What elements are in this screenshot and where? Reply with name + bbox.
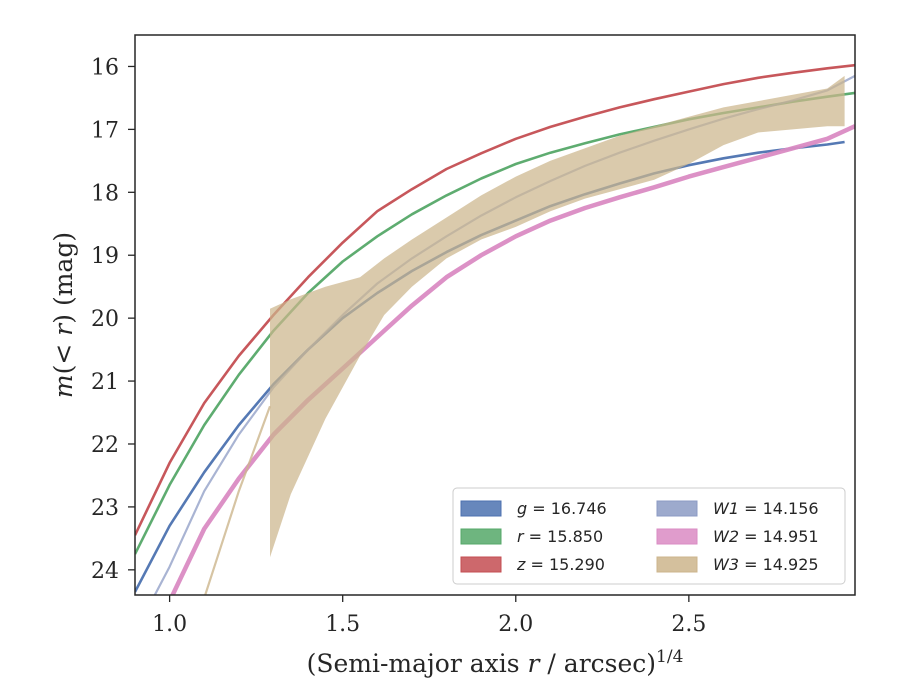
y-tick-label: 23 [91,496,119,521]
legend-label: z = 15.290 [516,555,605,574]
x-tick-label: 1.5 [325,612,360,637]
y-tick-label: 24 [91,559,119,584]
plot-data [135,63,855,595]
legend-swatch [460,500,502,517]
x-tick-label: 2.5 [671,612,706,637]
y-ticks: 16 17 18 19 20 21 22 23 24 [91,55,135,584]
legend-label: r = 15.850 [517,527,603,546]
y-axis-label: m(< r) (mag) [49,232,78,398]
legend-swatch [460,528,502,545]
series-line-3 [135,63,855,536]
y-tick-label: 18 [91,181,119,206]
legend: g = 16.746 r = 15.850 z = 15.290 W1 = 14.15… [452,487,846,585]
legend-label: W3 = 14.925 [713,555,819,574]
x-axis-label: (Semi-major axis r / arcsec)1/4 [307,647,684,678]
legend-swatch [656,500,698,517]
y-tick-label: 21 [91,370,119,395]
plot-frame [134,34,856,596]
series-line-6 [204,405,272,595]
legend-box [452,487,846,585]
legend-swatch [460,556,502,573]
x-tick-label: 2.0 [498,612,533,637]
y-tick-label: 16 [91,55,119,80]
legend-label: W2 = 14.951 [713,527,819,546]
y-tick-label: 20 [91,307,119,332]
legend-swatch [656,556,698,573]
legend-label: W1 = 14.156 [713,499,819,518]
x-tick-label: 1.0 [152,612,187,637]
legend-swatch [656,528,698,545]
y-tick-label: 19 [91,244,119,269]
legend-label: g = 16.746 [517,499,607,518]
y-tick-label: 22 [91,433,119,458]
x-ticks: 1.0 1.5 2.0 2.5 [152,595,706,637]
y-tick-label: 17 [91,118,119,143]
series-band-w3 [270,75,845,558]
